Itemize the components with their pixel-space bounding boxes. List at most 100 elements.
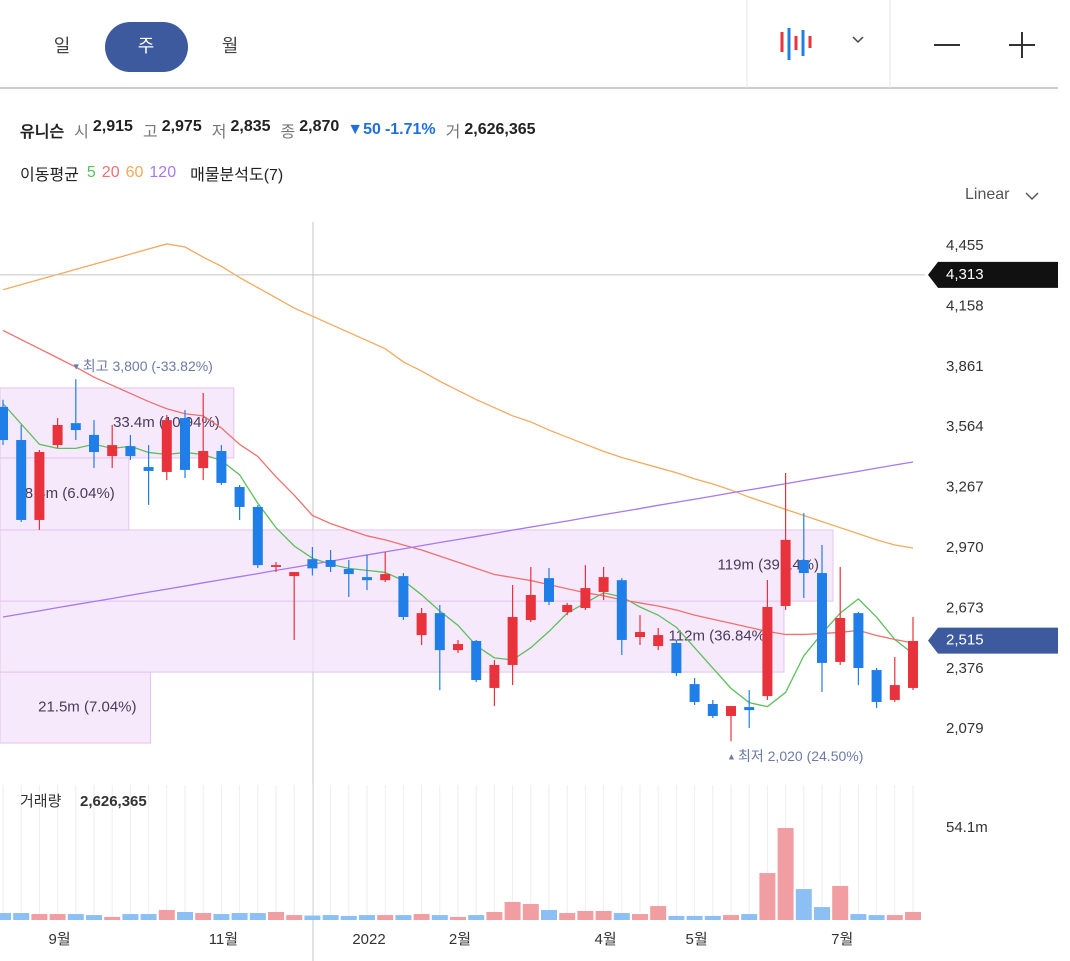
price-tag (928, 627, 1058, 654)
candle-body (161, 420, 172, 472)
volume-bar (31, 914, 48, 920)
volume-bar (49, 914, 66, 920)
volume-bar (340, 915, 357, 920)
candle-body (234, 487, 245, 507)
candle-body (671, 643, 682, 674)
volume-bar (541, 909, 557, 920)
volume-bar (741, 914, 758, 920)
volume-bar (777, 828, 794, 920)
legend: 5 20 60 120 (87, 164, 176, 182)
volume-bar (650, 906, 667, 920)
high-marker: ▼ (72, 362, 81, 372)
ma-line (2, 243, 914, 549)
volume-bar (213, 914, 230, 920)
candle-body (107, 445, 118, 457)
volume-bar (0, 913, 11, 920)
price-tag-label: 4,313 (946, 266, 984, 283)
stock-name: 유니슨 (20, 124, 65, 141)
zoom-in-button[interactable] (1009, 32, 1035, 58)
x-tick-label: 2월 (449, 931, 471, 948)
candle-body (252, 506, 263, 566)
volume-profile-bar (0, 671, 151, 744)
volume-bar (304, 915, 321, 920)
volume-bar (668, 915, 685, 920)
legend-entry: 60 (125, 164, 144, 181)
x-tick-label: 5월 (686, 931, 708, 948)
volume-bar (468, 915, 485, 920)
dropdown-icon[interactable] (1025, 192, 1039, 201)
y-tick-label: 2,376 (946, 660, 984, 677)
candle-body (507, 616, 518, 665)
volume-bar (359, 915, 375, 920)
y-tick-label: 2,673 (946, 599, 984, 616)
candle-body (689, 684, 700, 702)
candle-body (707, 704, 718, 717)
candle-body (362, 577, 372, 581)
volume-bar (850, 914, 867, 920)
candle-body (216, 451, 227, 483)
candle-body (70, 423, 81, 431)
volume-profile-label: 21.5m (7.04%) (38, 699, 136, 716)
price-tag (928, 261, 1058, 288)
candle-body (744, 707, 755, 711)
y-tick-label: 3,564 (946, 418, 984, 435)
candle-body (0, 406, 8, 441)
change: ▼50 (347, 121, 381, 138)
candle-body (143, 467, 154, 471)
chart-type-icon[interactable] (780, 28, 812, 60)
volume-bar (486, 912, 503, 920)
field-key: 종 (280, 124, 296, 141)
candle-body (289, 572, 300, 577)
candle-body (16, 440, 27, 520)
field-key: 고 (142, 124, 158, 141)
volume-profile-bar (0, 529, 834, 602)
x-tick-label: 11월 (209, 931, 238, 948)
candle-body (798, 560, 809, 574)
tab-selected (105, 22, 188, 72)
ma-line (2, 329, 914, 644)
volume-bar (195, 913, 212, 920)
candle-body (180, 418, 190, 470)
scale-menu[interactable]: Linear (965, 186, 1010, 203)
candle-body (653, 635, 664, 647)
volume-bar (231, 913, 248, 920)
candle-body (34, 452, 45, 520)
tab[interactable]: 주 (138, 36, 155, 56)
candle-body (416, 613, 427, 636)
profile-label: 매물분석도(7) (190, 167, 284, 184)
volume-current: 2,626,365 (80, 793, 147, 810)
field-value: 2,870 (299, 118, 340, 135)
volume-bar (868, 915, 885, 920)
plot: 21.5m (7.04%) 112m (36.84%) 119m (39.14%) 1… (0, 243, 918, 744)
volume-bar (686, 915, 703, 920)
ohlc-fields: 시 2,915 고 2,975 저 2,835 종 2,870 (68, 118, 339, 142)
volume-bar (886, 915, 903, 920)
volume-bar (613, 913, 630, 920)
candle-body (544, 578, 554, 602)
dropdown-icon[interactable] (852, 36, 864, 44)
candle-body (635, 632, 645, 638)
candle-body (908, 640, 918, 688)
candle-body (616, 580, 627, 640)
volume-bar (322, 915, 339, 920)
volume-bar (104, 916, 121, 920)
y-tick-label: 4,455 (946, 237, 984, 254)
x-tick-label: 2022 (352, 931, 385, 948)
y-tick-label: 2,970 (946, 539, 984, 556)
tab[interactable]: 일 (54, 36, 71, 56)
ma-legend: 이동평균 5 20 60 120 매물분석도(7) (20, 161, 283, 185)
ma-line (2, 461, 914, 618)
volume-profile-label: 112m (36.84%) (669, 628, 770, 645)
field-value: 2,835 (230, 118, 271, 135)
low-annotation: 최저 2,020 (24.50%) (738, 748, 863, 764)
volume-value: 2,626,365 (464, 121, 536, 138)
y-tick-label: 3,267 (946, 479, 984, 496)
candle-body (817, 573, 827, 663)
tab[interactable]: 월 (222, 36, 239, 56)
candle-body (471, 640, 482, 681)
volume-bar (377, 915, 394, 920)
change-pct: -1.71% (384, 121, 436, 138)
price-tag-label: 2,515 (946, 632, 984, 649)
candle-body (125, 446, 136, 457)
